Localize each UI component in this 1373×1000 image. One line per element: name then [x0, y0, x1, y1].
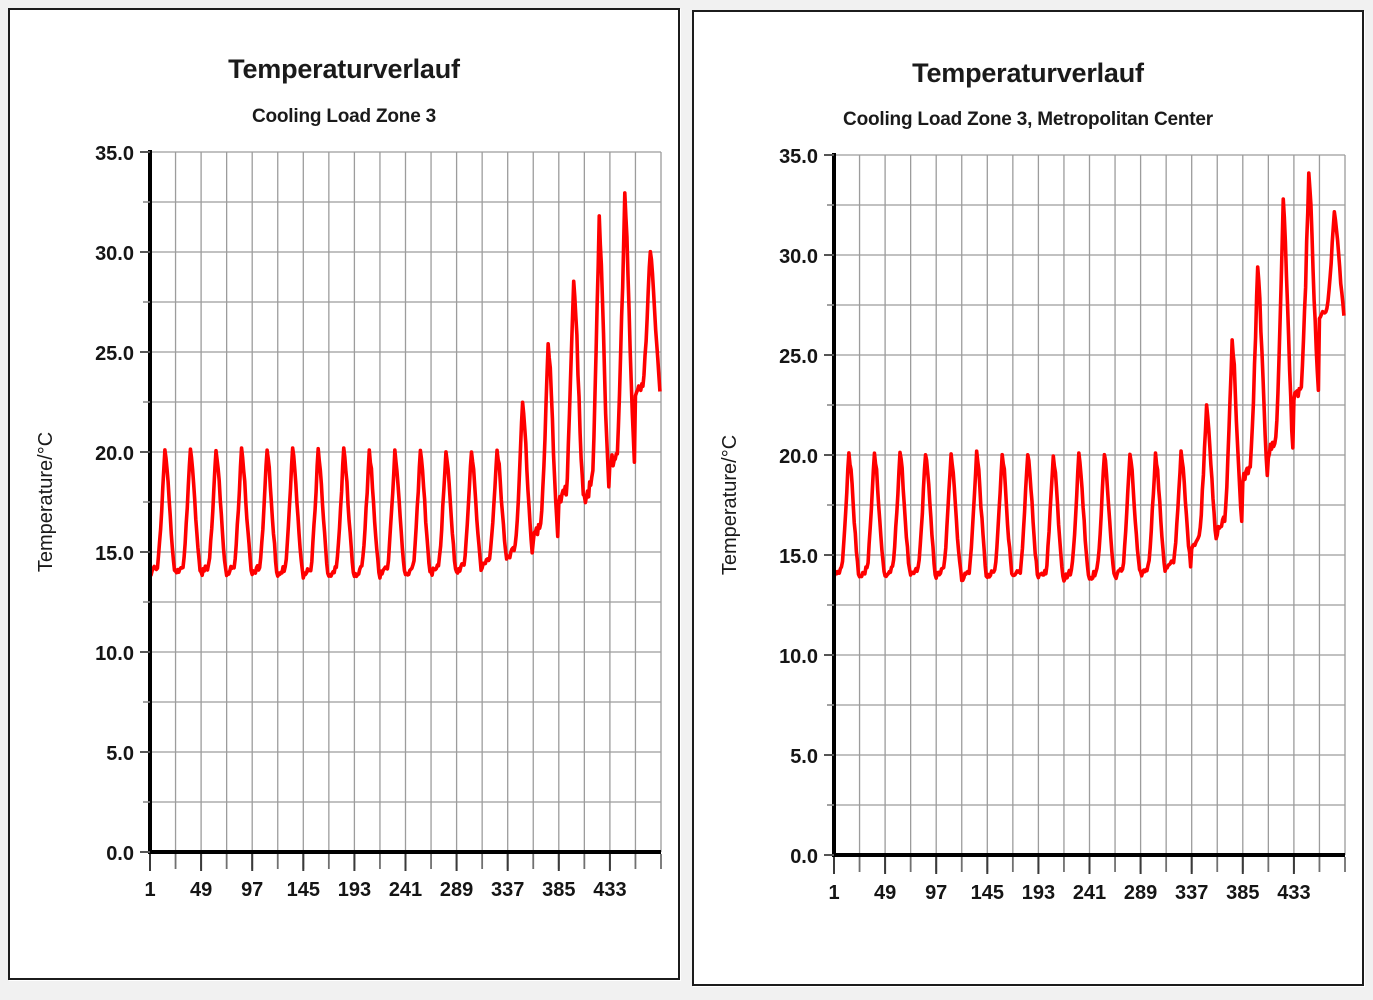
temperature-line-chart: 0.0 5.0 10.0 15.0 20.0 25.0 30.0 35.0 1 49 97 145 19…: [719, 146, 1346, 904]
x-tick-label: 145: [287, 879, 320, 901]
temperature-line-chart: 0.0 5.0 10.0 15.0 20.0 25.0 30.0 35.0 1 49 97 145 19…: [35, 143, 662, 901]
y-axis-label: Temperature/°C: [719, 435, 741, 575]
y-tick-label: 10.0: [95, 643, 134, 665]
x-tick-label: 385: [1226, 882, 1259, 904]
y-tick-label: 5.0: [106, 743, 134, 765]
y-axis-label: Temperature/°C: [35, 432, 57, 572]
y-tick-label: 20.0: [779, 446, 818, 468]
x-tick-label: 385: [542, 879, 575, 901]
x-tick-label: 49: [190, 879, 212, 901]
plot-area-left: 0.0 5.0 10.0 15.0 20.0 25.0 30.0 35.0 1 49 97 145 19…: [10, 140, 678, 930]
x-tick-label: 97: [925, 882, 947, 904]
x-tick-label: 337: [491, 879, 524, 901]
x-axis-ticks: 1 49 97 145 193 241 289 337 385 433: [828, 857, 1346, 904]
x-tick-label: 433: [593, 879, 626, 901]
y-tick-label: 0.0: [106, 843, 134, 865]
y-tick-label: 35.0: [779, 146, 818, 168]
x-tick-label: 145: [971, 882, 1004, 904]
axis-lines: [832, 153, 1345, 857]
chart-panel-right: Temperaturverlauf Cooling Load Zone 3, M…: [692, 10, 1364, 986]
chart-panel-left: Temperaturverlauf Cooling Load Zone 3 0.…: [8, 8, 680, 980]
x-axis-ticks: 1 49 97 145 193 241 289 337 385 433: [144, 854, 662, 901]
y-tick-label: 15.0: [95, 543, 134, 565]
x-tick-label: 289: [440, 879, 473, 901]
x-tick-label: 433: [1277, 882, 1310, 904]
y-tick-label: 30.0: [779, 246, 818, 268]
plot-area-right: 0.0 5.0 10.0 15.0 20.0 25.0 30.0 35.0 1 49 97 145 19…: [694, 143, 1362, 933]
temperature-series-line: [149, 191, 662, 580]
chart-title: Temperaturverlauf: [228, 54, 460, 84]
grid-lines: [834, 154, 1346, 855]
chart-subtitle: Cooling Load Zone 3: [251, 106, 437, 127]
y-tick-label: 10.0: [779, 646, 818, 668]
temperature-series-line: [832, 171, 1346, 583]
y-axis-ticks: 0.0 5.0 10.0 15.0 20.0 25.0 30.0 35.0: [95, 143, 150, 865]
y-axis-ticks: 0.0 5.0 10.0 15.0 20.0 25.0 30.0 35.0: [779, 146, 834, 868]
x-tick-label: 49: [874, 882, 896, 904]
chart-subtitle: Cooling Load Zone 3, Metropolitan Center: [843, 109, 1213, 130]
y-tick-label: 0.0: [790, 846, 818, 868]
y-tick-label: 5.0: [790, 746, 818, 768]
axis-lines: [148, 150, 661, 854]
x-tick-label: 193: [338, 879, 371, 901]
x-tick-label: 1: [828, 882, 839, 904]
x-tick-label: 97: [241, 879, 263, 901]
chart-title: Temperaturverlauf: [912, 58, 1144, 88]
x-tick-label: 289: [1124, 882, 1157, 904]
x-tick-label: 337: [1175, 882, 1208, 904]
x-tick-label: 241: [389, 879, 422, 901]
y-tick-label: 30.0: [95, 243, 134, 265]
x-tick-label: 241: [1073, 882, 1106, 904]
y-tick-label: 35.0: [95, 143, 134, 165]
y-tick-label: 25.0: [95, 343, 134, 365]
y-tick-label: 25.0: [779, 346, 818, 368]
x-tick-label: 193: [1022, 882, 1055, 904]
x-tick-label: 1: [144, 879, 155, 901]
y-tick-label: 20.0: [95, 443, 134, 465]
y-tick-label: 15.0: [779, 546, 818, 568]
